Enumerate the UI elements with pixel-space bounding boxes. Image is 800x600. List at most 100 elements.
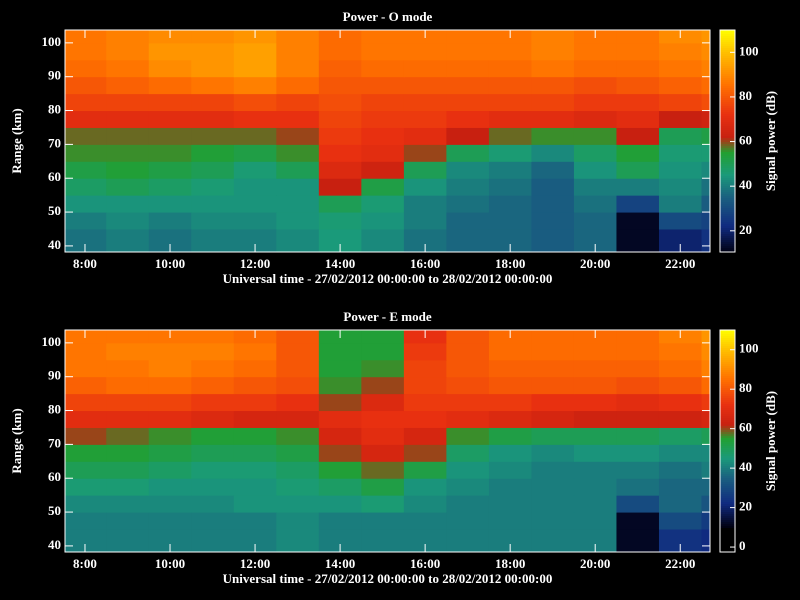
heatmap-cell bbox=[191, 376, 235, 395]
colorbar-step bbox=[720, 540, 735, 543]
heatmap-cell bbox=[233, 195, 277, 213]
heatmap-cell bbox=[276, 410, 320, 428]
colorbar-step bbox=[720, 376, 735, 379]
x-tick-label: 18:00 bbox=[495, 256, 525, 271]
colorbar-step bbox=[720, 126, 735, 129]
heatmap-cell bbox=[276, 461, 320, 479]
colorbar-step bbox=[720, 340, 735, 343]
heatmap-cell bbox=[191, 444, 235, 462]
heatmap-cell bbox=[318, 478, 362, 496]
colorbar-step bbox=[720, 154, 735, 157]
heatmap-cell bbox=[276, 144, 320, 162]
heatmap-cell bbox=[573, 427, 617, 445]
colorbar-step bbox=[720, 238, 735, 241]
x-tick-label: 14:00 bbox=[325, 556, 355, 571]
colorbar-step bbox=[720, 114, 735, 117]
colorbar-tick-label: 40 bbox=[739, 177, 752, 192]
colorbar-tick-label: 60 bbox=[739, 133, 752, 148]
colorbar-step bbox=[720, 472, 735, 475]
colorbar-step bbox=[720, 444, 735, 447]
plot-frame bbox=[64, 29, 711, 253]
colorbar-step bbox=[720, 226, 735, 229]
heatmap-cell bbox=[65, 528, 107, 553]
heatmap-cell bbox=[191, 42, 235, 61]
colorbar-step bbox=[720, 100, 735, 103]
colorbar-step bbox=[720, 130, 735, 133]
heatmap-cell bbox=[488, 127, 532, 145]
heatmap-cell bbox=[106, 330, 150, 344]
colorbar-step bbox=[720, 190, 735, 193]
heatmap-cell bbox=[106, 461, 150, 479]
heatmap-cell bbox=[488, 93, 532, 112]
colorbar-step bbox=[720, 200, 735, 203]
heatmap-cell bbox=[318, 161, 362, 179]
heatmap-cell bbox=[701, 359, 711, 378]
heatmap-cell bbox=[276, 528, 320, 553]
heatmap-cell bbox=[701, 512, 711, 530]
heatmap-cell bbox=[148, 427, 192, 445]
colorbar-step bbox=[720, 194, 735, 197]
heatmap-cell bbox=[531, 59, 575, 78]
heatmap-cell bbox=[233, 127, 277, 145]
colorbar-step bbox=[720, 356, 735, 359]
y-tick-label: 90 bbox=[48, 68, 61, 83]
colorbar-step bbox=[720, 348, 735, 351]
heatmap-cell bbox=[446, 461, 490, 479]
colorbar-step bbox=[720, 484, 735, 487]
heatmap-cell bbox=[276, 495, 320, 513]
heatmap-cell bbox=[573, 393, 617, 412]
x-tick-label: 10:00 bbox=[155, 256, 185, 271]
colorbar-step bbox=[720, 98, 735, 101]
colorbar-step bbox=[720, 470, 735, 473]
heatmap-cell bbox=[616, 444, 660, 462]
heatmap-cell bbox=[573, 228, 617, 253]
heatmap-cell bbox=[446, 30, 490, 44]
heatmap-cell bbox=[148, 376, 192, 395]
colorbar-step bbox=[720, 528, 735, 531]
colorbar-step bbox=[720, 382, 735, 385]
heatmap-cell bbox=[106, 410, 150, 428]
heatmap-cell bbox=[191, 212, 235, 230]
colorbar-step bbox=[720, 468, 735, 471]
heatmap-cell bbox=[276, 359, 320, 378]
heatmap-cell bbox=[488, 144, 532, 162]
colorbar-step bbox=[720, 338, 735, 341]
colorbar-step bbox=[720, 218, 735, 221]
heatmap-cell bbox=[191, 228, 235, 253]
heatmap-cell bbox=[446, 410, 490, 428]
colorbar-step bbox=[720, 112, 735, 115]
x-tick-label: 20:00 bbox=[580, 256, 610, 271]
heatmap-cell bbox=[446, 178, 490, 196]
heatmap-cell bbox=[403, 195, 447, 213]
heatmap-cell bbox=[446, 359, 490, 378]
heatmap-cell bbox=[701, 228, 711, 253]
colorbar-step bbox=[720, 170, 735, 173]
colorbar-label: Signal power (dB) bbox=[763, 91, 778, 191]
colorbar-step bbox=[720, 368, 735, 371]
colorbar-step bbox=[720, 110, 735, 113]
heatmap-cell bbox=[403, 76, 447, 95]
heatmap-cell bbox=[361, 228, 405, 253]
heatmap-cell bbox=[701, 144, 711, 162]
heatmap-cell bbox=[701, 59, 711, 78]
heatmap-cell bbox=[65, 161, 107, 179]
colorbar-step bbox=[720, 332, 735, 335]
heatmap-cell bbox=[106, 512, 150, 530]
colorbar-step bbox=[720, 388, 735, 391]
colorbar-step bbox=[720, 116, 735, 119]
heatmap-cell bbox=[148, 410, 192, 428]
colorbar-step bbox=[720, 132, 735, 135]
heatmap-cell bbox=[658, 376, 702, 395]
colorbar-tick-label: 80 bbox=[739, 88, 752, 103]
colorbar-step bbox=[720, 136, 735, 139]
colorbar-step bbox=[720, 438, 735, 441]
heatmap-cell bbox=[616, 410, 660, 428]
x-axis-label: Universal time - 27/02/2012 00:00:00 to … bbox=[223, 271, 553, 286]
colorbar-step bbox=[720, 510, 735, 513]
colorbar-step bbox=[720, 440, 735, 443]
colorbar-step bbox=[720, 144, 735, 147]
colorbar-step bbox=[720, 228, 735, 231]
heatmap-cell bbox=[106, 42, 150, 61]
heatmap-cell bbox=[361, 359, 405, 378]
heatmap-cell bbox=[701, 127, 711, 145]
